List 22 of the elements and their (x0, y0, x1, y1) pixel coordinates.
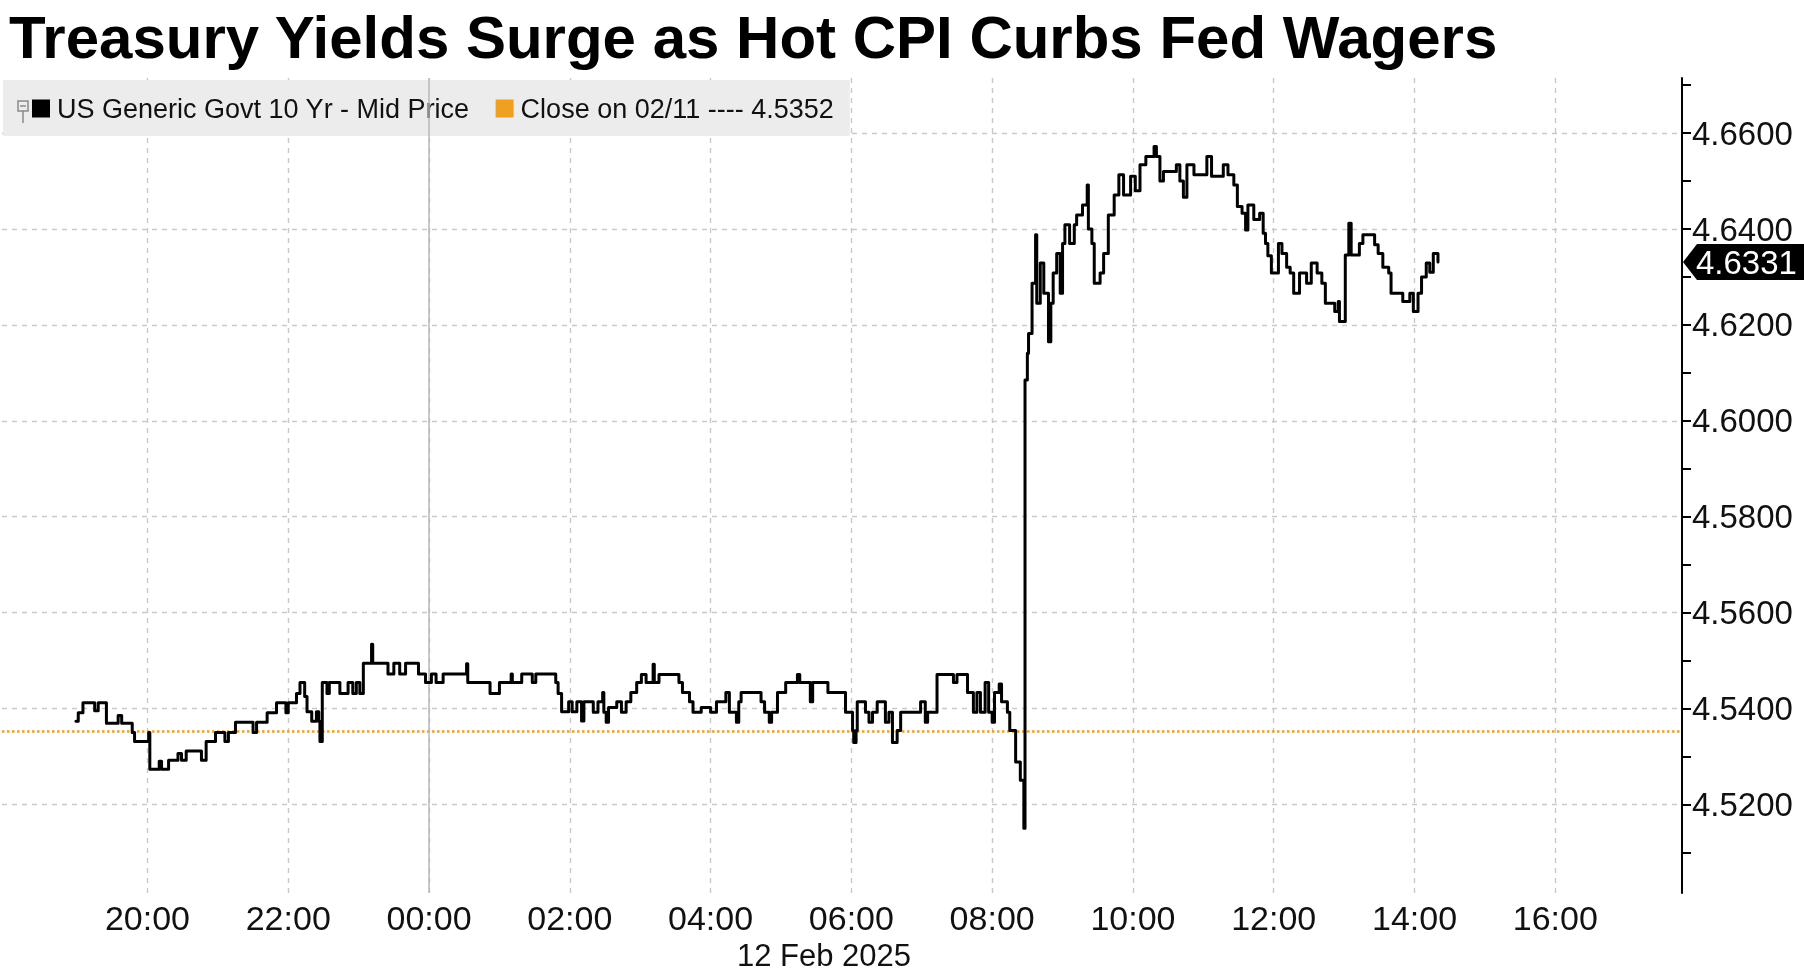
y-tick-label: 4.6200 (1692, 306, 1793, 344)
y-tick-label: 4.5800 (1692, 498, 1793, 536)
y-tick-label: 4.5200 (1692, 785, 1793, 823)
x-tick-label: 06:00 (808, 899, 894, 937)
x-tick-label: 16:00 (1512, 899, 1598, 937)
legend-label: US Generic Govt 10 Yr - Mid Price (57, 93, 470, 124)
legend-label: Close on 02/11 ---- 4.5352 (520, 93, 834, 124)
x-tick-label: 14:00 (1371, 899, 1458, 937)
y-tick-label: 4.6000 (1692, 402, 1793, 440)
x-axis-title: 12 Feb 2025 (736, 937, 912, 970)
x-tick-label: 22:00 (245, 899, 331, 937)
y-tick-label: 4.5600 (1692, 594, 1793, 632)
x-tick-label: 04:00 (668, 899, 754, 937)
x-tick-label: 00:00 (386, 899, 472, 937)
y-tick-label: 4.6600 (1692, 114, 1793, 152)
x-tick-label: 10:00 (1090, 899, 1176, 937)
x-tick-label: 08:00 (949, 899, 1035, 937)
x-tick-label: 02:00 (527, 899, 613, 937)
x-tick-label: 12:00 (1231, 899, 1317, 937)
chart-title: Treasury Yields Surge as Hot CPI Curbs Fed Wagers (9, 3, 1498, 71)
x-tick-label: 20:00 (104, 899, 191, 937)
y-tick-label: 4.5400 (1692, 689, 1793, 727)
